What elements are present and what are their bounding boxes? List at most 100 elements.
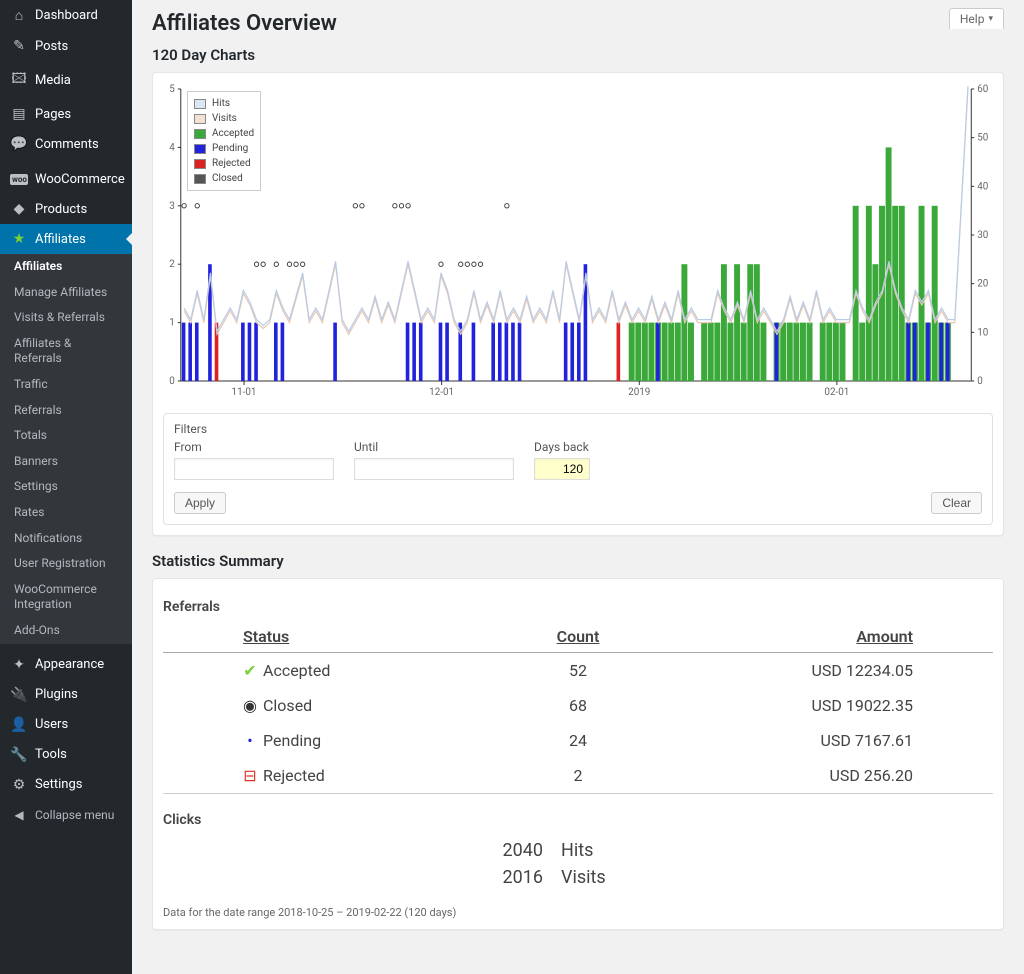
submenu-item-referrals[interactable]: Referrals [0, 398, 132, 424]
collapse-icon: ◀ [10, 808, 28, 822]
menu-icon: ⌂ [10, 7, 28, 24]
chart-panel: 012345010203040506011-0112-01201902-01 H… [152, 72, 1004, 536]
from-input[interactable] [174, 458, 334, 480]
sidebar-item-plugins[interactable]: 🔌Plugins [0, 680, 132, 710]
clicks-title: Clicks [163, 812, 993, 828]
sidebar-item-comments[interactable]: 💬 Comments [0, 129, 132, 159]
sidebar-item-label: Affiliates [35, 232, 86, 247]
submenu-item-affiliates[interactable]: Affiliates [0, 254, 132, 280]
sidebar-item-settings[interactable]: ⚙Settings [0, 770, 132, 800]
legend-item: Rejected [194, 156, 254, 171]
sidebar-item-users[interactable]: 👤 Users [0, 710, 132, 740]
status-icon: ✔ [243, 661, 257, 680]
submenu-item-totals[interactable]: Totals [0, 423, 132, 449]
submenu-item-user-registration[interactable]: User Registration [0, 551, 132, 577]
apply-button[interactable]: Apply [174, 492, 226, 514]
col-amount: Amount [661, 621, 993, 653]
sidebar-item-affiliates[interactable]: ★Affiliates [0, 224, 132, 254]
status-label: Pending [263, 731, 321, 750]
svg-text:0: 0 [169, 376, 175, 387]
sidebar-item-label: Plugins [35, 687, 78, 702]
submenu-item-traffic[interactable]: Traffic [0, 372, 132, 398]
sidebar-item-posts[interactable]: ✎Posts [0, 31, 132, 61]
page-title: Affiliates Overview [152, 8, 337, 40]
admin-sidebar: ⌂ Dashboard ✎Posts 🖾 Media ▤ Pages 💬 Comments woo… [0, 0, 132, 974]
svg-text:1: 1 [169, 318, 175, 329]
menu-icon: ◆ [10, 201, 28, 217]
chart-subhead: 120 Day Charts [152, 46, 337, 64]
sidebar-item-tools[interactable]: 🔧Tools [0, 740, 132, 770]
col-count: Count [495, 621, 661, 653]
sidebar-item-label: Users [35, 717, 68, 732]
svg-text:50: 50 [977, 133, 989, 144]
menu-icon: 💬 [10, 136, 28, 152]
col-status: Status [163, 621, 495, 653]
amount-value: USD 7167.61 [661, 723, 993, 758]
count-value: 2 [495, 758, 661, 794]
filters-panel: Filters From Until Days back Apply Clear [163, 413, 993, 525]
submenu-item-banners[interactable]: Banners [0, 449, 132, 475]
clicks-label: Hits [561, 840, 593, 861]
sidebar-item-label: Media [35, 73, 71, 88]
submenu-item-add-ons[interactable]: Add-Ons [0, 618, 132, 644]
svg-text:11-01: 11-01 [232, 387, 257, 398]
submenu-item-manage-affiliates[interactable]: Manage Affiliates [0, 280, 132, 306]
until-input[interactable] [354, 458, 514, 480]
amount-value: USD 19022.35 [661, 688, 993, 723]
svg-text:60: 60 [977, 84, 989, 95]
table-row: ⊟Rejected2USD 256.20 [163, 758, 993, 794]
submenu-item-notifications[interactable]: Notifications [0, 526, 132, 552]
sidebar-item-label: Posts [35, 39, 68, 54]
menu-icon: 🖾 [10, 68, 28, 92]
sidebar-item-dashboard[interactable]: ⌂ Dashboard [0, 0, 132, 31]
svg-text:02-01: 02-01 [824, 387, 849, 398]
clicks-label: Visits [561, 867, 606, 888]
svg-text:4: 4 [169, 142, 175, 153]
sidebar-item-pages[interactable]: ▤ Pages [0, 99, 132, 129]
svg-text:40: 40 [977, 181, 989, 192]
sidebar-item-label: Dashboard [35, 8, 98, 23]
from-label: From [174, 440, 334, 454]
sidebar-item-woocommerce[interactable]: woo WooCommerce [0, 165, 132, 194]
referrals-title: Referrals [163, 599, 993, 615]
sidebar-item-label: Pages [35, 107, 71, 122]
status-label: Rejected [263, 766, 325, 785]
menu-icon: ▤ [10, 106, 28, 122]
collapse-menu[interactable]: ◀Collapse menu [0, 800, 132, 830]
main-content: Affiliates Overview 120 Day Charts Help … [132, 0, 1024, 974]
legend-item: Closed [194, 171, 254, 186]
clicks-value: 2040 [483, 840, 543, 861]
submenu-item-woocommerce-integration[interactable]: WooCommerce Integration [0, 577, 132, 618]
chevron-down-icon: ▾ [988, 14, 993, 24]
clicks-row: 2040 Hits [163, 834, 993, 861]
daysback-label: Days back [534, 440, 590, 454]
menu-icon: ✦ [10, 657, 28, 673]
stats-panel: Referrals Status Count Amount ✔Accepted5… [152, 578, 1004, 930]
status-icon: ◉ [243, 696, 257, 715]
submenu-item-affiliates-referrals[interactable]: Affiliates & Referrals [0, 331, 132, 372]
daysback-input[interactable] [534, 458, 590, 480]
help-tab[interactable]: Help ▾ [949, 8, 1004, 29]
legend-item: Pending [194, 141, 254, 156]
sidebar-item-products[interactable]: ◆Products [0, 194, 132, 224]
sidebar-item-label: Appearance [35, 657, 104, 672]
sidebar-item-media[interactable]: 🖾 Media [0, 61, 132, 99]
sidebar-item-label: WooCommerce [35, 172, 125, 187]
woo-icon: woo [10, 174, 28, 185]
status-label: Closed [263, 696, 312, 715]
overview-chart: 012345010203040506011-0112-01201902-01 [163, 83, 993, 403]
menu-icon: 👤 [10, 717, 28, 733]
sidebar-item-label: Comments [35, 137, 99, 152]
status-label: Accepted [263, 661, 330, 680]
submenu-item-visits-referrals[interactable]: Visits & Referrals [0, 305, 132, 331]
legend-item: Hits [194, 96, 254, 111]
count-value: 68 [495, 688, 661, 723]
stats-footnote: Data for the date range 2018-10-25 – 201… [163, 906, 993, 919]
status-icon: ⊟ [243, 766, 257, 785]
sidebar-item-appearance[interactable]: ✦ Appearance [0, 650, 132, 680]
table-row: ✔Accepted52USD 12234.05 [163, 653, 993, 689]
svg-text:10: 10 [977, 327, 989, 338]
submenu-item-rates[interactable]: Rates [0, 500, 132, 526]
clear-button[interactable]: Clear [931, 492, 982, 514]
submenu-item-settings[interactable]: Settings [0, 474, 132, 500]
